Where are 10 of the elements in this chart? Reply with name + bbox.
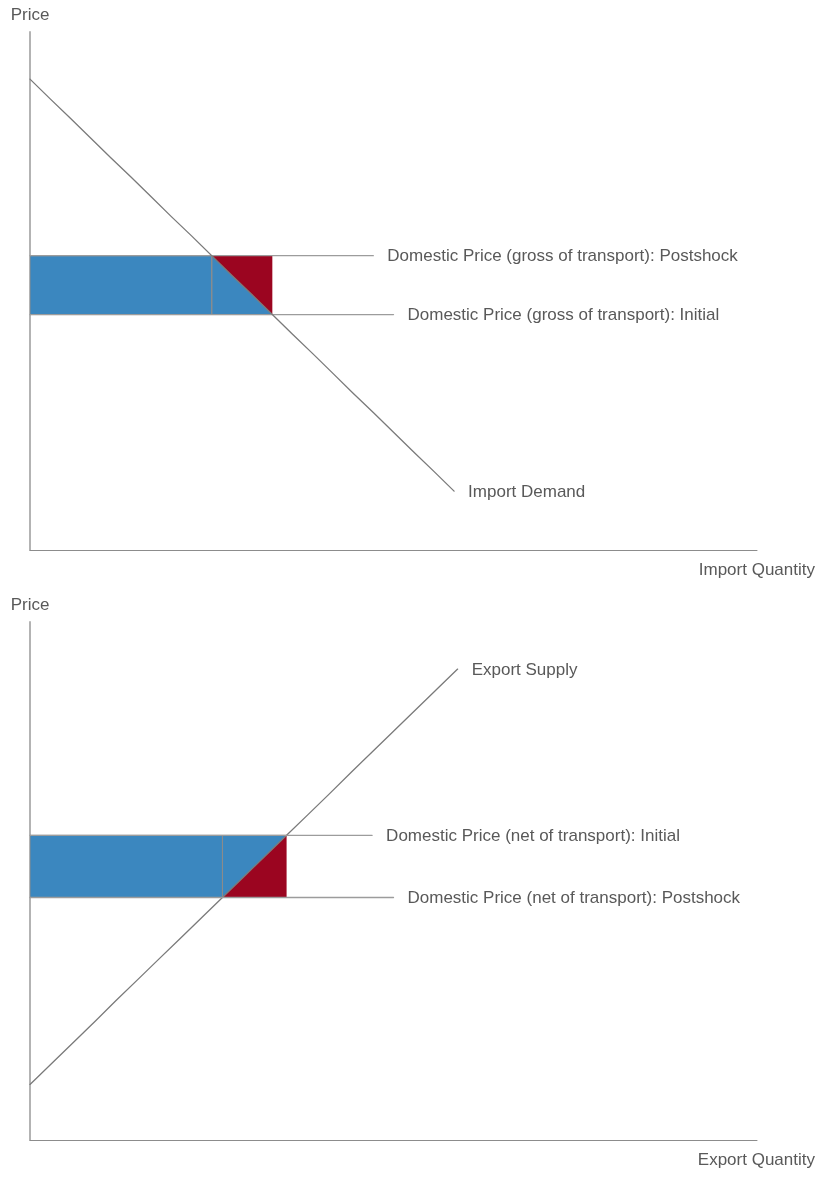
y-axis-title: Price	[10, 595, 50, 614]
series-label: Domestic Price (net of transport): Initial	[386, 825, 680, 845]
series-label: Export Supply	[471, 659, 578, 679]
x-axis-title: Export Quantity	[697, 1150, 816, 1169]
series-label: Import Demand	[468, 481, 586, 501]
series-label: Domestic Price (net of transport): Postshock	[407, 887, 741, 907]
series-label: Domestic Price (gross of transport): Initial	[407, 305, 720, 325]
y-axis-title: Price	[10, 5, 50, 24]
x-axis-title: Import Quantity	[698, 560, 816, 579]
series-label: Domestic Price (gross of transport): Postshock	[387, 246, 739, 266]
